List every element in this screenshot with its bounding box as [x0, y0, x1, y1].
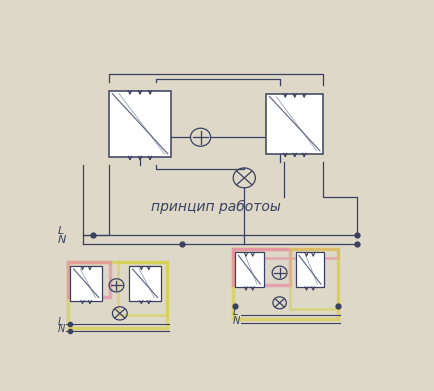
Bar [109, 91, 171, 157]
Bar [68, 262, 110, 297]
Bar [266, 93, 323, 154]
Text: N: N [58, 235, 66, 245]
Text: принцип работоы: принцип работоы [151, 199, 281, 213]
Bar [290, 249, 339, 309]
Bar [233, 249, 339, 258]
Bar [296, 253, 324, 287]
Text: L: L [58, 316, 63, 326]
Bar [118, 262, 167, 315]
Bar [233, 249, 290, 285]
Bar [68, 262, 167, 328]
Bar [233, 249, 339, 319]
Bar [70, 266, 102, 301]
Text: N: N [233, 316, 240, 326]
Bar [129, 266, 161, 301]
Text: L: L [233, 307, 238, 317]
Text: N: N [58, 324, 65, 334]
Bar [235, 253, 263, 287]
Text: L: L [58, 226, 64, 236]
